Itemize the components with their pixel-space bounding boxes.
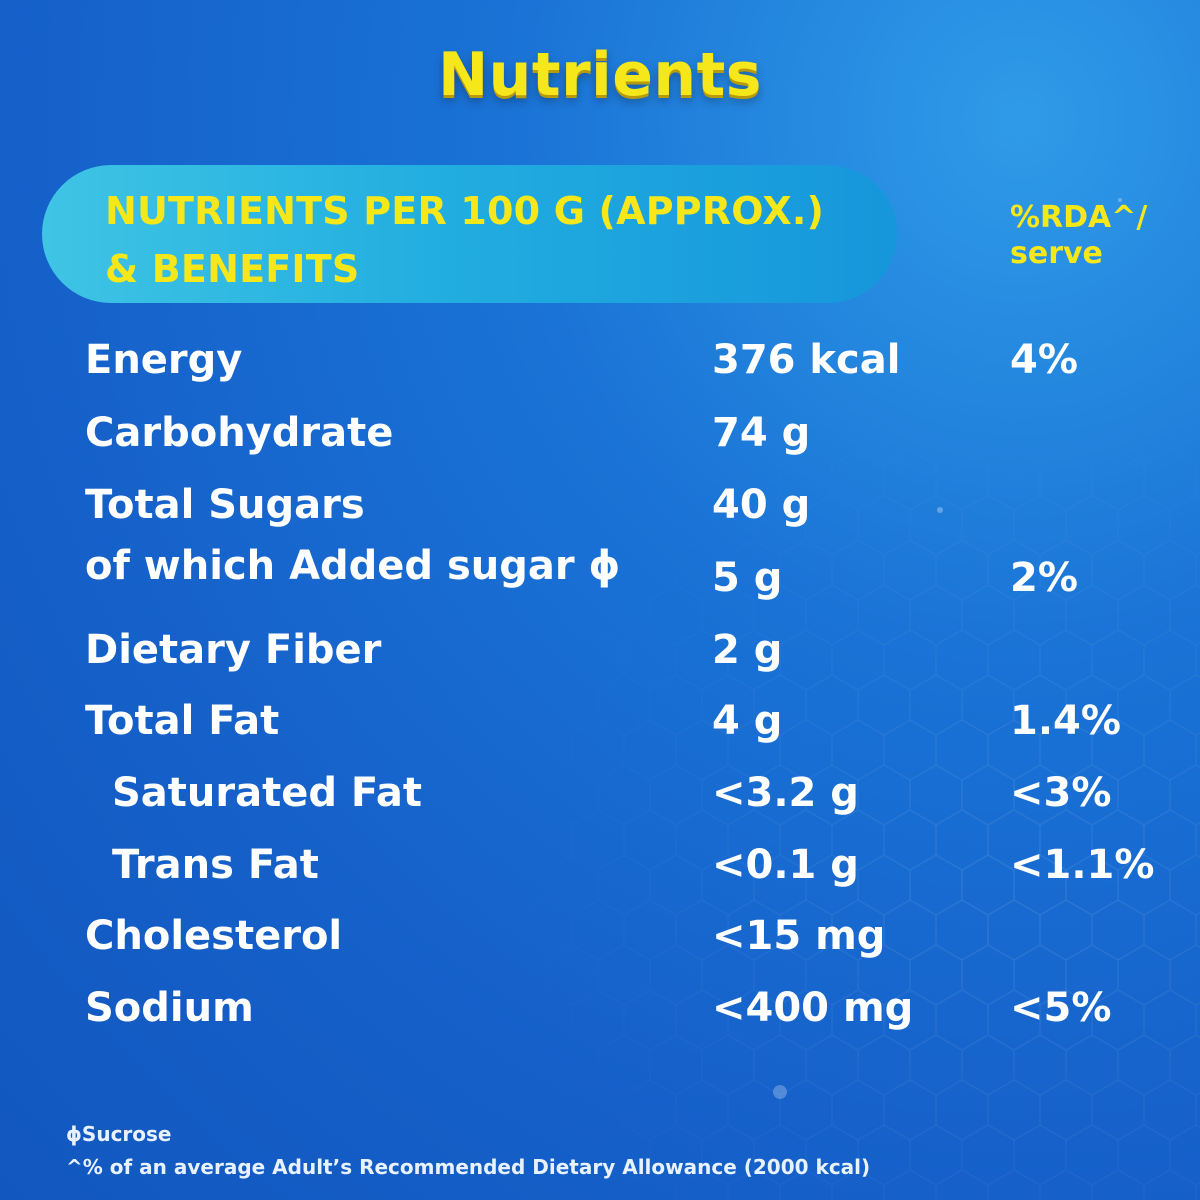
footnote-rda: ^% of an average Adult’s Recommended Die…	[66, 1155, 871, 1179]
table-row: Cholesterol <15 mg	[0, 906, 1200, 966]
rda-header-line-1: %RDA^/	[1010, 200, 1148, 235]
table-row: Total Sugars 40 g	[0, 475, 1200, 535]
table-header-pill	[42, 165, 897, 303]
nutrient-value: 376 kcal	[712, 337, 901, 383]
nutrient-value: <0.1 g	[712, 842, 859, 888]
rda-header-line-2: serve	[1010, 236, 1103, 271]
nutrient-value: 40 g	[712, 482, 811, 528]
table-row: Carbohydrate 74 g	[0, 403, 1200, 463]
nutrient-name: Sodium	[85, 985, 254, 1031]
footnote-sucrose: ϕSucrose	[66, 1122, 172, 1146]
table-row: Energy 376 kcal 4%	[0, 330, 1200, 390]
table-row: Dietary Fiber 2 g	[0, 620, 1200, 680]
table-header-label: NUTRIENTS PER 100 G (APPROX.) & BENEFITS	[105, 182, 865, 298]
nutrient-name: of which Added sugar ϕ	[85, 543, 621, 589]
nutrient-value: 2 g	[712, 627, 783, 673]
nutrient-value: 4 g	[712, 698, 783, 744]
rda-column-header: %RDA^/ serve	[1010, 200, 1190, 272]
page-title: Nutrients	[437, 40, 763, 110]
nutrient-name: Total Sugars	[85, 482, 365, 528]
table-row: Sodium <400 mg <5%	[0, 978, 1200, 1038]
nutrient-rda: <1.1%	[1010, 842, 1155, 888]
nutrient-name: Saturated Fat	[112, 770, 423, 816]
nutrient-name: Carbohydrate	[85, 410, 394, 456]
nutrient-name: Cholesterol	[85, 913, 343, 959]
header-line-1: NUTRIENTS PER 100 G (APPROX.)	[105, 189, 825, 233]
nutrient-value: 5 g	[712, 555, 783, 601]
nutrient-rda: <3%	[1010, 770, 1112, 816]
nutrient-rda: 1.4%	[1010, 698, 1121, 744]
nutrient-value: <400 mg	[712, 985, 914, 1031]
table-row-values: 5 g 2%	[0, 548, 1200, 608]
nutrient-rda: <5%	[1010, 985, 1112, 1031]
nutrient-name: Dietary Fiber	[85, 627, 382, 673]
nutrient-name: Total Fat	[85, 698, 280, 744]
nutrient-name: Energy	[85, 337, 243, 383]
table-row: Trans Fat <0.1 g <1.1%	[0, 835, 1200, 895]
nutrient-name: Trans Fat	[112, 842, 319, 888]
table-row: of which Added sugar ϕ	[0, 536, 1200, 596]
table-row: Saturated Fat <3.2 g <3%	[0, 763, 1200, 823]
nutrient-rda: 2%	[1010, 555, 1078, 601]
nutrient-value: <3.2 g	[712, 770, 859, 816]
nutrient-rda: 4%	[1010, 337, 1078, 383]
nutrient-value: <15 mg	[712, 913, 886, 959]
table-row: Total Fat 4 g 1.4%	[0, 691, 1200, 751]
header-line-2: & BENEFITS	[105, 247, 360, 291]
nutrient-value: 74 g	[712, 410, 811, 456]
